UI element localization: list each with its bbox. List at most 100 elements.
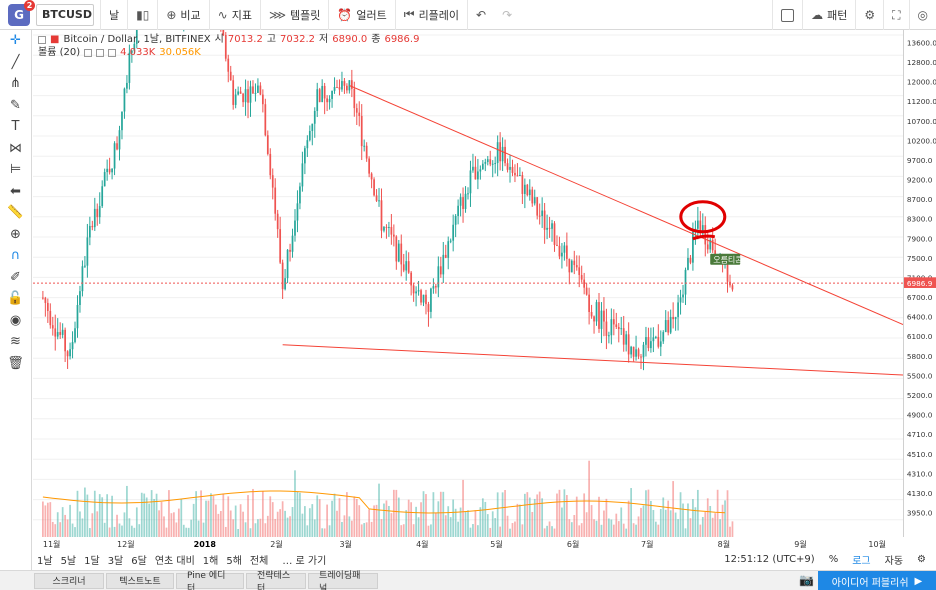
snapshot-button[interactable]: ◎: [908, 0, 936, 30]
volume-bar: [143, 493, 146, 537]
candle-body: [612, 319, 615, 325]
candle-body: [407, 261, 410, 273]
price-tick-label: 11200.0: [907, 97, 936, 106]
candle-body: [222, 30, 225, 36]
volume-bar: [632, 523, 635, 537]
trash-icon[interactable]: 🗑: [7, 355, 24, 371]
tab-screener[interactable]: 스크리너: [34, 572, 104, 589]
pitchfork-tool-icon[interactable]: ⋔: [10, 76, 21, 92]
magnet-icon[interactable]: ∩: [10, 248, 21, 264]
volume-bar: [523, 493, 526, 537]
ruler-icon[interactable]: 📏: [7, 205, 24, 221]
volume-bar: [610, 519, 613, 537]
text-tool-icon[interactable]: T: [11, 119, 20, 135]
camera-icon[interactable]: 📷: [799, 573, 814, 587]
range-1y[interactable]: 1해: [202, 556, 219, 567]
candle-body: [328, 98, 331, 103]
brush-tool-icon[interactable]: ✎: [10, 97, 21, 113]
volume-bar: [98, 494, 101, 537]
volume-bar: [526, 492, 529, 537]
undo-button[interactable]: ↶: [467, 0, 494, 30]
trendline-tool-icon[interactable]: ╱: [11, 54, 20, 70]
volume-bar: [625, 528, 628, 537]
eye-icon[interactable]: ◉: [9, 312, 22, 328]
tab-trading-panel[interactable]: 트레이딩패널: [308, 571, 378, 590]
pattern-tool-icon[interactable]: ⋈: [9, 140, 22, 156]
clock-label[interactable]: 12:51:12 (UTC+9): [724, 554, 815, 565]
volume-settings-icon[interactable]: [84, 48, 93, 57]
tab-text-notes[interactable]: 텍스트노트: [106, 572, 174, 589]
volume-bar: [439, 491, 442, 537]
range-6m[interactable]: 6달: [131, 556, 147, 567]
volume-bar: [61, 507, 64, 537]
candle-body: [59, 332, 62, 335]
prediction-tool-icon[interactable]: ⊨: [9, 162, 22, 178]
candle-body: [301, 163, 304, 187]
candle-body: [91, 225, 94, 228]
goto-date-button[interactable]: … 로 가기: [282, 556, 327, 567]
lock-drawing-icon[interactable]: ✐: [10, 269, 21, 285]
zoom-in-icon[interactable]: ⊕: [10, 226, 21, 242]
publish-idea-button[interactable]: 아이디어 퍼블리쉬 ▶: [818, 571, 936, 590]
candle-body: [279, 229, 282, 263]
range-3m[interactable]: 3달: [107, 556, 124, 567]
volume-bar: [464, 511, 467, 537]
volume-bar: [126, 485, 128, 537]
volume-bar: [175, 522, 178, 537]
candle-body: [699, 220, 702, 234]
time-tick-label: 2018: [194, 540, 217, 549]
volume-close-icon[interactable]: [108, 48, 117, 57]
price-tick-label: 5200.0: [907, 391, 933, 400]
candle-body: [474, 166, 477, 180]
interval-button[interactable]: 날: [100, 0, 127, 30]
redo-button[interactable]: ↷: [494, 0, 520, 30]
auto-toggle[interactable]: 자동: [884, 556, 904, 567]
indicators-button[interactable]: ∿ 지표: [208, 0, 260, 30]
candle-body: [652, 337, 655, 342]
price-scale[interactable]: 13600.0 12800.0 12000.0 11200.0 10700.0 10200…: [903, 30, 936, 537]
replay-button[interactable]: ⏮ 리플레이: [394, 0, 467, 30]
volume-bar: [252, 488, 254, 537]
compare-button[interactable]: ⊕ 비교: [157, 0, 208, 30]
percent-toggle[interactable]: %: [828, 554, 839, 565]
tab-pine-editor[interactable]: Pine 에디터: [176, 571, 244, 590]
symbol-search-input[interactable]: BTCUSD: [36, 3, 94, 26]
range-1m[interactable]: 1달: [84, 556, 100, 567]
volume-bar: [531, 511, 534, 537]
templates-button[interactable]: ⋙ 템플릿: [259, 0, 328, 30]
range-5y[interactable]: 5해: [226, 556, 242, 567]
volume-bar: [294, 470, 296, 537]
settings-gear-icon[interactable]: ⚙: [917, 554, 926, 565]
candle-body: [289, 249, 291, 252]
time-axis[interactable]: 11월 12월 2018 2월 3월 4월 5월 6월 7월 8월 9월 10월: [33, 537, 903, 551]
annotation-label: 오름티콘: [713, 256, 742, 265]
range-5d[interactable]: 5날: [60, 556, 77, 567]
candle-body: [711, 239, 714, 251]
alert-button[interactable]: ⏰ 얼러트: [328, 0, 394, 30]
pattern-button[interactable]: ☁ 패턴: [802, 0, 855, 30]
tab-strategy-tester[interactable]: 전략테스터: [246, 571, 306, 590]
volume-bar: [350, 520, 353, 537]
settings-button[interactable]: ⚙: [855, 0, 883, 30]
volume-bar: [430, 524, 432, 537]
fullscreen-button[interactable]: ⛶: [883, 0, 908, 30]
range-all[interactable]: 전체: [249, 556, 269, 567]
range-1d[interactable]: 1날: [37, 556, 53, 567]
price-chart[interactable]: 오름티콘: [33, 30, 903, 537]
volume-hide-icon[interactable]: [96, 48, 105, 57]
layers-icon[interactable]: ≋: [10, 334, 21, 350]
candle-body: [415, 291, 417, 294]
play-circle-icon: ▶: [914, 575, 923, 587]
log-toggle[interactable]: 로그: [852, 556, 871, 567]
candle-body: [388, 226, 390, 228]
crosshair-tool-icon[interactable]: ✛: [10, 33, 21, 49]
collapse-legend-icon[interactable]: [38, 35, 46, 44]
chart-type-button[interactable]: ▮▯: [127, 0, 157, 30]
volume-bar: [264, 523, 267, 537]
layout-button[interactable]: [772, 0, 802, 30]
range-ytd[interactable]: 연초 대비: [154, 556, 195, 567]
lock-icon[interactable]: 🔓: [7, 291, 24, 307]
back-arrow-icon[interactable]: ⬅: [10, 183, 21, 199]
candle-body: [521, 175, 524, 194]
